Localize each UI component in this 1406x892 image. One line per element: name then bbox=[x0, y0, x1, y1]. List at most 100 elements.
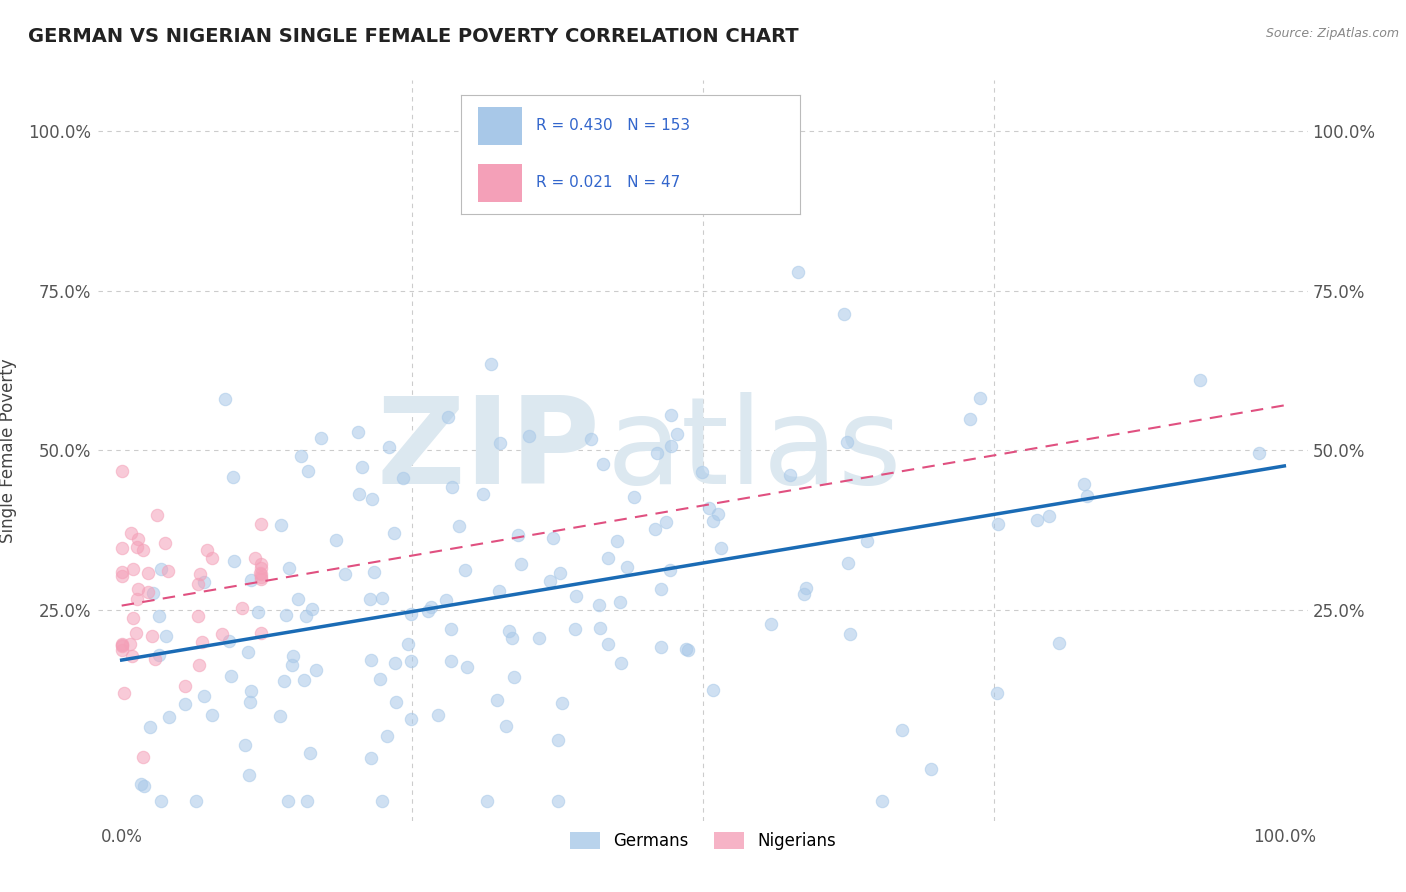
Point bbox=[969, 391, 991, 405]
Point bbox=[224, 554, 246, 568]
Point bbox=[280, 658, 302, 673]
Point bbox=[127, 541, 149, 555]
Point bbox=[1038, 508, 1060, 523]
Point bbox=[129, 777, 152, 791]
Point bbox=[987, 516, 1010, 531]
Point bbox=[219, 669, 242, 683]
Point bbox=[236, 645, 259, 659]
Point bbox=[111, 566, 134, 580]
Point bbox=[441, 479, 464, 493]
Point bbox=[250, 566, 273, 581]
Point bbox=[136, 585, 159, 599]
Point bbox=[779, 467, 801, 482]
Point bbox=[239, 573, 262, 587]
Point bbox=[153, 535, 176, 549]
Point bbox=[510, 557, 533, 571]
Point bbox=[382, 526, 405, 541]
Point bbox=[127, 591, 149, 606]
Point bbox=[274, 608, 297, 623]
Point bbox=[1188, 373, 1211, 387]
Point bbox=[551, 696, 574, 710]
Point bbox=[187, 657, 209, 672]
Point bbox=[297, 795, 319, 809]
Point bbox=[609, 595, 631, 609]
Point bbox=[231, 601, 253, 615]
Point bbox=[375, 729, 398, 743]
Point bbox=[138, 720, 160, 734]
Y-axis label: Single Female Poverty: Single Female Poverty bbox=[0, 359, 17, 542]
Point bbox=[565, 589, 588, 603]
Point bbox=[138, 566, 160, 580]
Point bbox=[250, 557, 273, 571]
Point bbox=[247, 605, 270, 619]
Point bbox=[606, 533, 628, 548]
Text: Source: ZipAtlas.com: Source: ZipAtlas.com bbox=[1265, 27, 1399, 40]
Point bbox=[517, 429, 540, 443]
Point bbox=[297, 464, 319, 478]
Point bbox=[787, 265, 810, 279]
Point bbox=[141, 629, 163, 643]
Point bbox=[707, 507, 730, 521]
Point bbox=[249, 566, 271, 580]
Point bbox=[304, 664, 326, 678]
Point bbox=[890, 723, 912, 737]
Point bbox=[650, 640, 672, 654]
Point bbox=[502, 670, 524, 684]
Point bbox=[120, 525, 142, 540]
Point bbox=[440, 622, 463, 636]
Point bbox=[233, 738, 256, 752]
Point bbox=[377, 440, 399, 454]
Point bbox=[346, 425, 368, 439]
Point bbox=[111, 637, 134, 651]
Point bbox=[111, 569, 134, 583]
Text: ZIP: ZIP bbox=[377, 392, 600, 509]
Point bbox=[486, 693, 509, 707]
Point bbox=[834, 307, 856, 321]
Point bbox=[121, 648, 143, 663]
Point bbox=[270, 517, 292, 532]
Point bbox=[659, 563, 682, 577]
Point bbox=[146, 508, 169, 522]
Point bbox=[837, 435, 859, 450]
Point bbox=[659, 438, 682, 452]
Point bbox=[294, 609, 316, 624]
Point bbox=[416, 604, 439, 618]
Point bbox=[564, 622, 586, 636]
Point bbox=[134, 779, 156, 793]
Point bbox=[193, 689, 215, 703]
Point bbox=[111, 639, 134, 653]
Point bbox=[659, 408, 682, 422]
Point bbox=[1076, 489, 1098, 503]
Point bbox=[371, 795, 394, 809]
Point bbox=[489, 436, 512, 450]
Point bbox=[541, 531, 564, 545]
Point bbox=[401, 607, 423, 622]
Point bbox=[250, 570, 273, 584]
Point bbox=[143, 652, 166, 666]
Point bbox=[589, 621, 612, 635]
Point bbox=[222, 470, 245, 484]
Point bbox=[436, 409, 458, 424]
Point bbox=[702, 514, 724, 528]
Point bbox=[498, 624, 520, 639]
Point bbox=[838, 626, 860, 640]
Point bbox=[391, 471, 413, 485]
Point bbox=[122, 611, 145, 625]
Point bbox=[347, 487, 370, 501]
Point bbox=[240, 684, 263, 698]
Point bbox=[1247, 446, 1270, 460]
Point bbox=[360, 751, 382, 765]
Point bbox=[148, 648, 170, 662]
Point bbox=[371, 591, 394, 606]
Point bbox=[759, 617, 782, 632]
Point bbox=[132, 749, 155, 764]
Point bbox=[127, 533, 149, 547]
Point bbox=[692, 466, 714, 480]
Point bbox=[187, 576, 209, 591]
Point bbox=[581, 433, 603, 447]
Point bbox=[301, 602, 323, 616]
Point bbox=[434, 593, 457, 607]
Point bbox=[174, 679, 197, 693]
Point bbox=[250, 516, 273, 531]
Point bbox=[187, 609, 209, 624]
